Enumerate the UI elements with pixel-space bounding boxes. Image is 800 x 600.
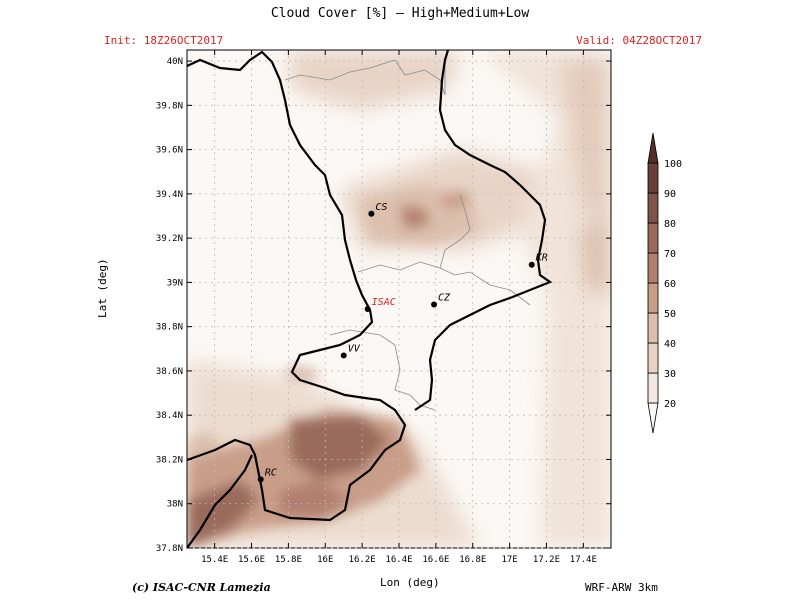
lat-tick-label: 38.4N <box>156 411 183 421</box>
colorbar-box <box>647 252 659 284</box>
colorbar-box <box>647 372 659 404</box>
city-marker-isac <box>364 305 371 312</box>
lat-tick-label: 38N <box>167 500 183 510</box>
city-marker-cz <box>431 301 438 308</box>
colorbar-label: 60 <box>664 279 676 290</box>
lon-tick-label: 15.8E <box>275 555 302 565</box>
lon-tick-label: 16.4E <box>385 555 412 565</box>
city-marker-kr <box>528 261 535 268</box>
colorbar-low-arrow <box>647 402 659 434</box>
cloud-cover-field <box>187 50 611 548</box>
colorbar-label: 70 <box>664 249 676 260</box>
lat-tick-label: 38.8N <box>156 323 183 333</box>
colorbar-box <box>647 282 659 314</box>
colorbar-box <box>647 222 659 254</box>
lon-tick-label: 17.4E <box>570 555 597 565</box>
axis-ticks: 15.4E 15.6E 15.8E 16E 16.2E 16.4E 16.6E 16.8E 17… <box>156 50 611 565</box>
lon-tick-label: 16E <box>317 555 333 565</box>
colorbar-label: 40 <box>664 339 676 350</box>
lat-tick-label: 39N <box>167 278 183 288</box>
colorbar-label: 80 <box>664 219 676 230</box>
city-label-isac: ISAC <box>372 297 396 308</box>
lon-tick-label: 15.4E <box>201 555 228 565</box>
coastline <box>186 49 553 549</box>
city-label-rc: RC <box>265 467 277 478</box>
city-marker-cs <box>368 210 375 217</box>
city-label-cz: CZ <box>438 293 451 304</box>
colorbar-label: 30 <box>664 369 676 380</box>
colorbar-label: 100 <box>664 159 682 170</box>
chart-title: Cloud Cover [%] — High+Medium+Low <box>270 6 530 21</box>
colorbar-label: 50 <box>664 309 676 320</box>
lon-tick-label: 16.2E <box>349 555 376 565</box>
lon-tick-label: 15.6E <box>238 555 265 565</box>
city-marker-rc <box>257 476 264 483</box>
city-markers: CS KR ISAC CZ VV RC <box>257 202 548 483</box>
lat-tick-label: 40N <box>167 57 183 67</box>
colorbar: 20 30 40 50 60 70 80 90 100 <box>647 132 682 434</box>
colorbar-label: 20 <box>664 399 676 410</box>
colorbar-high-arrow <box>647 132 659 164</box>
colorbar-box <box>647 162 659 194</box>
credit-text: (c) ISAC-CNR Lamezia <box>132 581 271 594</box>
lon-tick-label: 17E <box>501 555 517 565</box>
x-axis-title: Lon (deg) <box>380 576 440 589</box>
lat-tick-label: 39.4N <box>156 190 183 200</box>
colorbar-box <box>647 192 659 224</box>
city-label-cs: CS <box>375 202 387 213</box>
lat-tick-label: 37.8N <box>156 544 183 554</box>
colorbar-label: 90 <box>664 189 676 200</box>
valid-time: Valid: 04Z28OCT2017 <box>576 34 702 47</box>
city-label-vv: VV <box>348 343 361 354</box>
lon-tick-label: 16.8E <box>459 555 486 565</box>
lat-tick-label: 39.2N <box>156 234 183 244</box>
colorbar-box <box>647 312 659 344</box>
lat-tick-label: 38.6N <box>156 367 183 377</box>
city-marker-vv <box>340 352 347 359</box>
city-label-kr: KR <box>535 253 548 264</box>
init-time: Init: 18Z26OCT2017 <box>104 34 224 47</box>
lon-tick-label: 17.2E <box>533 555 560 565</box>
lat-tick-label: 39.6N <box>156 146 183 156</box>
lat-tick-label: 38.2N <box>156 455 183 465</box>
model-text: WRF-ARW 3km <box>585 581 658 594</box>
lat-tick-label: 39.8N <box>156 101 183 111</box>
colorbar-box <box>647 342 659 374</box>
lon-tick-label: 16.6E <box>422 555 449 565</box>
